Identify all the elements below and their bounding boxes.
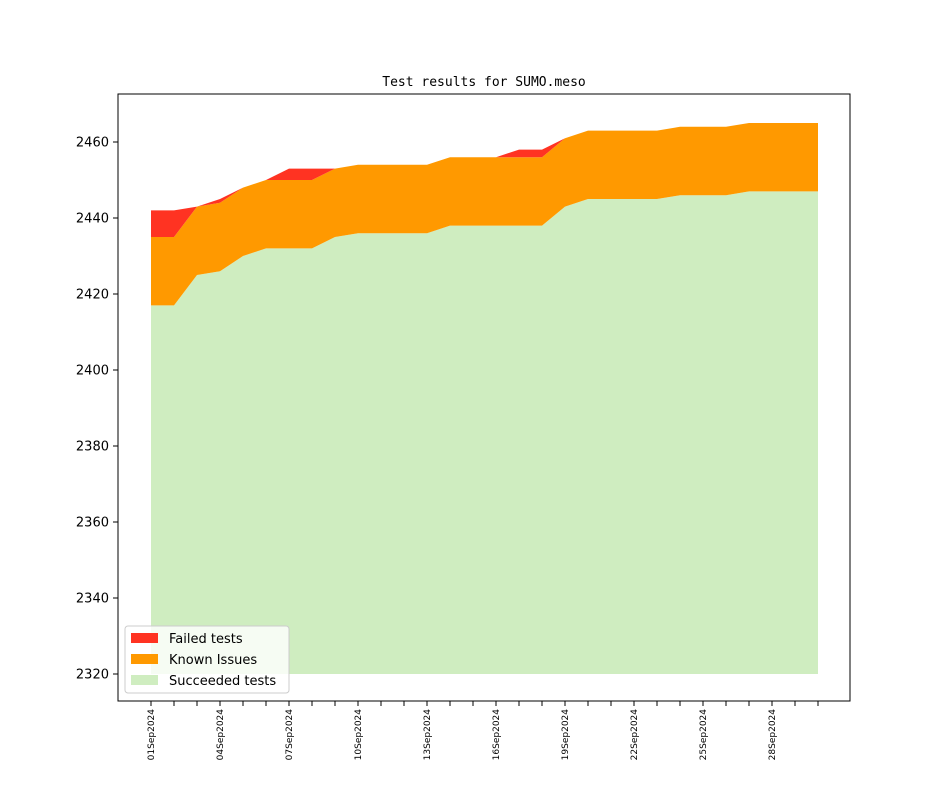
legend-swatch [131, 633, 158, 643]
x-tick-label: 16Sep2024 [492, 709, 502, 761]
legend-swatch [131, 654, 158, 664]
x-tick-label: 22Sep2024 [630, 709, 640, 761]
x-tick-label: 04Sep2024 [216, 709, 226, 761]
y-tick-label: 2380 [76, 440, 109, 455]
x-tick-label: 19Sep2024 [561, 709, 571, 761]
area-series-failed-tests [151, 123, 818, 237]
y-tick-label: 2340 [76, 592, 109, 607]
legend: Failed tests Known Issues Succeeded tests [124, 625, 290, 694]
y-tick-label: 2360 [76, 516, 109, 531]
plot-area [151, 123, 818, 674]
legend-swatch [131, 675, 158, 685]
legend-label: Succeeded tests [169, 674, 276, 689]
x-tick-label: 13Sep2024 [423, 709, 433, 761]
legend-label: Known Issues [169, 653, 257, 668]
y-tick-label: 2320 [76, 668, 109, 683]
x-tick-label: 25Sep2024 [699, 709, 709, 761]
x-tick-label: 01Sep2024 [147, 709, 157, 761]
chart-title: Test results for SUMO.meso [382, 75, 586, 90]
x-tick-label: 10Sep2024 [354, 709, 364, 761]
area-series-known-issues [151, 123, 818, 306]
area-series-succeeded-tests [151, 191, 818, 674]
x-axis: 01Sep2024 04Sep2024 07Sep2024 10Sep2024 13Se… [147, 701, 819, 761]
y-tick-label: 2460 [76, 136, 109, 151]
legend-label: Failed tests [169, 632, 243, 647]
y-tick-label: 2440 [76, 212, 109, 227]
x-tick-label: 07Sep2024 [285, 709, 295, 761]
y-axis: 2320 2340 2360 2380 2400 2420 2440 2460 [76, 136, 118, 683]
plot-frame [117, 93, 851, 702]
legend-box [124, 625, 290, 694]
y-tick-label: 2420 [76, 288, 109, 303]
y-tick-label: 2400 [76, 364, 109, 379]
x-tick-label: 28Sep2024 [768, 709, 778, 761]
